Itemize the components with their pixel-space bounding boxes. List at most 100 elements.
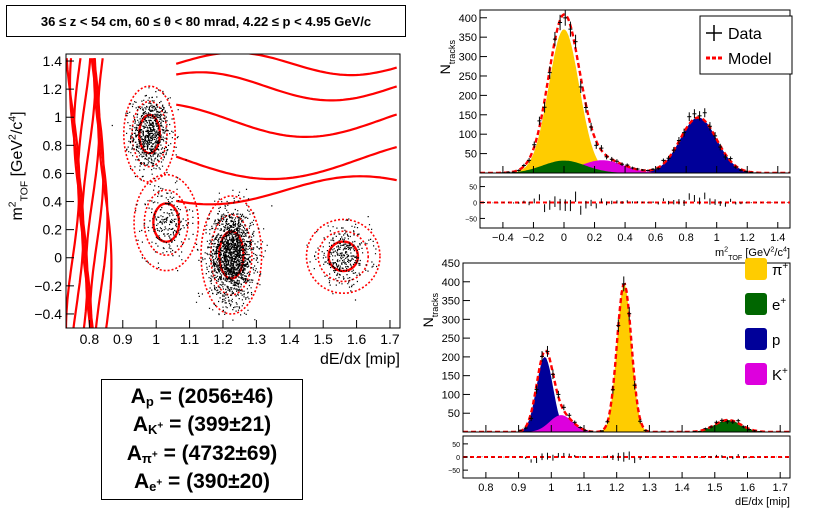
axis-title-part: tracks (430, 293, 440, 318)
axis-title-part: m (715, 247, 724, 259)
species-legend: π+e+pK+ (745, 258, 788, 385)
x-tick-label: 1.5 (707, 482, 722, 494)
scatter-plot-area (66, 54, 398, 328)
component-p (480, 117, 790, 173)
mass-fit-panel: 50 100 150 200 250 300 350 400 Ntracks Data Model (437, 9, 793, 174)
y-tick-label: 200 (459, 90, 477, 102)
fit-frame (462, 262, 791, 433)
cluster-contour (122, 85, 177, 183)
x-tick-label: 1 (548, 482, 554, 494)
x-tick-label: 0.8 (478, 482, 493, 494)
y-tick-label: 150 (442, 371, 460, 383)
axis-title-part: N (437, 64, 453, 74)
contour-line (76, 58, 93, 328)
y-tick-label: 300 (459, 52, 477, 64)
y-tick-label: −0.4 (34, 306, 62, 322)
model-curve (463, 282, 790, 432)
legend-swatch-proton (745, 328, 767, 350)
legend-data-label: Data (728, 26, 762, 43)
y-tick-label: 150 (459, 110, 477, 122)
scatter-points (136, 159, 194, 272)
legend-label-proton: p (772, 332, 780, 349)
y-tick-label: 450 (442, 258, 460, 270)
cluster-contour (317, 230, 370, 283)
axis-title-part: [GeV (742, 247, 771, 259)
x-axis-title: m2TOF [GeV2/c4] (715, 246, 790, 262)
contour-line (175, 146, 397, 181)
legend-label-sup: + (782, 261, 788, 272)
axis-title-part: 4 (8, 116, 19, 122)
legend-label-kaon: K+ (772, 366, 788, 384)
y-tick-label: 400 (459, 13, 477, 25)
contour-line (176, 175, 397, 206)
x-tick-label: 1.4 (280, 331, 300, 347)
cluster-points-e+ (306, 216, 378, 301)
y-tick-label: 250 (442, 333, 460, 345)
fit-frame (479, 9, 791, 174)
scatter-points (195, 188, 273, 321)
x-tick-label: 1.1 (576, 482, 591, 494)
y-tick-label: 350 (459, 32, 477, 44)
legend-swatch-electron (745, 293, 767, 315)
cluster-points-pi+ (195, 188, 273, 321)
yield-pion: Aπ+ = (4732±69) (126, 441, 278, 466)
dedx-fit-residual-panel: 50 0 −50 0.8 0.9 1 1.1 1.2 1.3 1.4 1.5 1.6 1.7 dE/dx … (448, 435, 791, 508)
axis-title-part: 2 (8, 201, 19, 207)
residual-y-tick-label: 0 (456, 455, 460, 462)
scatter-panel: 0.8 0.9 1 1.1 1.2 1.3 1.4 1.5 1.6 1.7 −0.4 −0.2 0 0.2… (8, 53, 401, 368)
y-tick-label: 1.2 (43, 81, 63, 97)
component-e+ (463, 420, 790, 432)
x-tick-label: 0.4 (617, 232, 632, 244)
yield-summary-box: Ap = (2056±46) AK+ = (399±21) Aπ+ = (473… (101, 379, 303, 500)
legend-label-main: p (772, 332, 780, 349)
contour-line (176, 71, 398, 102)
residual-y-tick-label: 50 (469, 185, 477, 192)
x-tick-label: 1.4 (674, 482, 689, 494)
axis-title-part: /c (774, 247, 783, 259)
contour-line (176, 103, 398, 138)
y-axis-title: Ntracks (437, 40, 457, 75)
y-tick-label: 0.4 (43, 194, 63, 210)
legend-label-electron: e+ (772, 296, 786, 314)
axis-title-part: m (9, 207, 26, 220)
legend-swatch-pion (745, 258, 767, 280)
y-tick-label: −0.2 (34, 278, 62, 294)
y-tick-label: 250 (459, 71, 477, 83)
x-axis-title: dE/dx [mip] (735, 496, 790, 508)
x-tick-label: 1.2 (213, 331, 233, 347)
residual-y-tick-label: 0 (473, 201, 477, 208)
x-tick-label: 0.6 (648, 232, 663, 244)
fit-plot-area (480, 10, 790, 173)
x-tick-label: 1.5 (313, 331, 333, 347)
fit-plot-area (463, 276, 790, 432)
residual-y-tick-label: −50 (465, 216, 477, 223)
cluster-contour (133, 173, 200, 272)
x-tick-label: 1.2 (740, 232, 755, 244)
y-tick-label: 1.4 (43, 53, 63, 69)
axis-title-part: N (420, 317, 436, 327)
x-tick-label: 0.2 (587, 232, 602, 244)
component-p (463, 356, 790, 432)
x-tick-label: 1 (714, 232, 720, 244)
scatter-points (111, 87, 179, 212)
legend-label-pion: π+ (772, 261, 788, 279)
x-tick-label: 1.7 (773, 482, 788, 494)
legend-label-main: π (772, 262, 782, 279)
y-tick-label: 0.8 (43, 137, 63, 153)
residual-y-tick-label: 50 (452, 442, 460, 449)
legend-label-main: e (772, 297, 780, 314)
mass-fit-residual-panel: 50 0 −50 −0.4 −0.2 0 0.2 0.4 0.6 0.8 1 1.2 1.4 m2TOF … (465, 176, 791, 262)
x-tick-label: 1.6 (740, 482, 755, 494)
axis-title-part: tracks (447, 40, 457, 65)
kinematic-bin-title: 36 ≤ z < 54 cm, 60 ≤ θ < 80 mrad, 4.22 ≤… (6, 5, 406, 37)
cluster-points-p (111, 87, 179, 212)
legend-box (699, 15, 793, 75)
y-axis-title: Ntracks (420, 293, 440, 328)
y-tick-label: 1 (54, 109, 62, 125)
axis-title-part: [GeV (9, 140, 26, 181)
x-tick-label: 0.9 (113, 331, 133, 347)
y-tick-label: 50 (448, 408, 460, 420)
yield-kaon: AK+ = (399±21) (132, 413, 272, 438)
axis-title-part: 2 (770, 246, 774, 254)
